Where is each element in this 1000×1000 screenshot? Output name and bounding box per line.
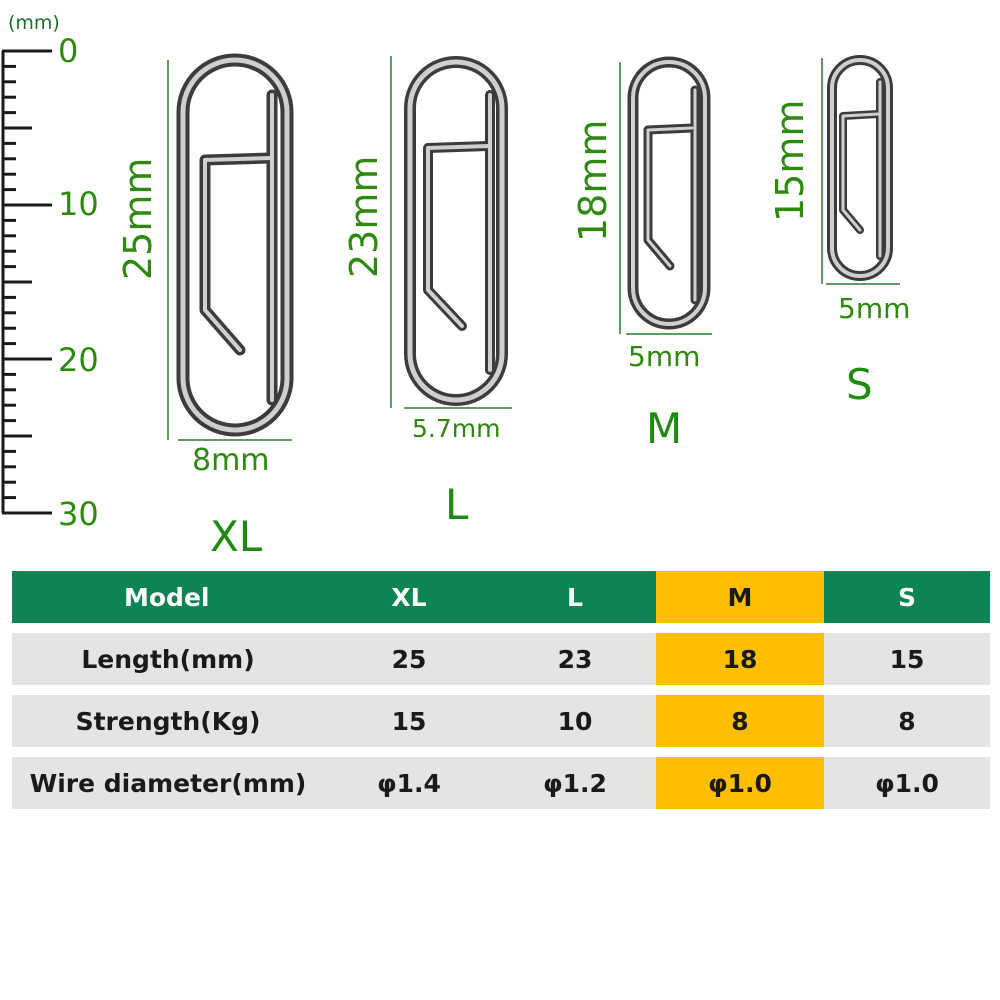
s-length-label: 15mm — [768, 99, 812, 222]
header-m: M — [656, 571, 824, 623]
ruler — [1, 49, 52, 515]
clips-illustration — [167, 53, 900, 441]
xl-size-label: XL — [210, 512, 263, 561]
s-clip-icon — [827, 55, 893, 281]
row-label: Length(mm) — [12, 633, 324, 685]
row-label: Strength(Kg) — [12, 695, 324, 747]
m-width-label: 5mm — [628, 340, 701, 373]
cell: φ1.2 — [494, 757, 656, 809]
ruler-label-20: 20 — [58, 341, 99, 379]
l-width-label: 5.7mm — [412, 414, 501, 443]
m-clip-icon — [627, 56, 711, 330]
header-xl: XL — [324, 571, 494, 623]
l-length-label: 23mm — [342, 155, 386, 278]
s-size-label: S — [846, 360, 873, 409]
cell: 18 — [656, 633, 824, 685]
ruler-label-0: 0 — [58, 32, 79, 70]
cell: 10 — [494, 695, 656, 747]
l-size-label: L — [445, 480, 469, 529]
xl-clip-icon — [176, 53, 294, 437]
header-model: Model — [12, 571, 324, 623]
xl-width-label: 8mm — [192, 443, 270, 478]
table-row: Wire diameter(mm) φ1.4 φ1.2 φ1.0 φ1.0 — [12, 757, 990, 809]
table-header-row: Model XL L M S — [12, 571, 990, 623]
ruler-unit: (mm) — [8, 12, 60, 34]
xl-length-label: 25mm — [116, 157, 160, 280]
cell: 25 — [324, 633, 494, 685]
table-row: Strength(Kg) 15 10 8 8 — [12, 695, 990, 747]
header-l: L — [494, 571, 656, 623]
header-s: S — [824, 571, 990, 623]
cell: φ1.4 — [324, 757, 494, 809]
cell: 15 — [324, 695, 494, 747]
l-clip-icon — [404, 56, 508, 406]
cell: 15 — [824, 633, 990, 685]
spec-table: Model XL L M S Length(mm) 25 23 18 15 St… — [12, 561, 990, 819]
cell: 8 — [656, 695, 824, 747]
cell: 23 — [494, 633, 656, 685]
ruler-label-10: 10 — [58, 185, 99, 223]
s-width-label: 5mm — [838, 292, 911, 325]
cell: φ1.0 — [656, 757, 824, 809]
ruler-label-30: 30 — [58, 495, 99, 533]
row-label: Wire diameter(mm) — [12, 757, 324, 809]
table-row: Length(mm) 25 23 18 15 — [12, 633, 990, 685]
m-length-label: 18mm — [571, 119, 615, 242]
m-size-label: M — [646, 404, 683, 453]
cell: 8 — [824, 695, 990, 747]
cell: φ1.0 — [824, 757, 990, 809]
